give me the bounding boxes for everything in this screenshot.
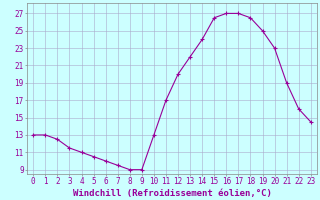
X-axis label: Windchill (Refroidissement éolien,°C): Windchill (Refroidissement éolien,°C) [73, 189, 271, 198]
